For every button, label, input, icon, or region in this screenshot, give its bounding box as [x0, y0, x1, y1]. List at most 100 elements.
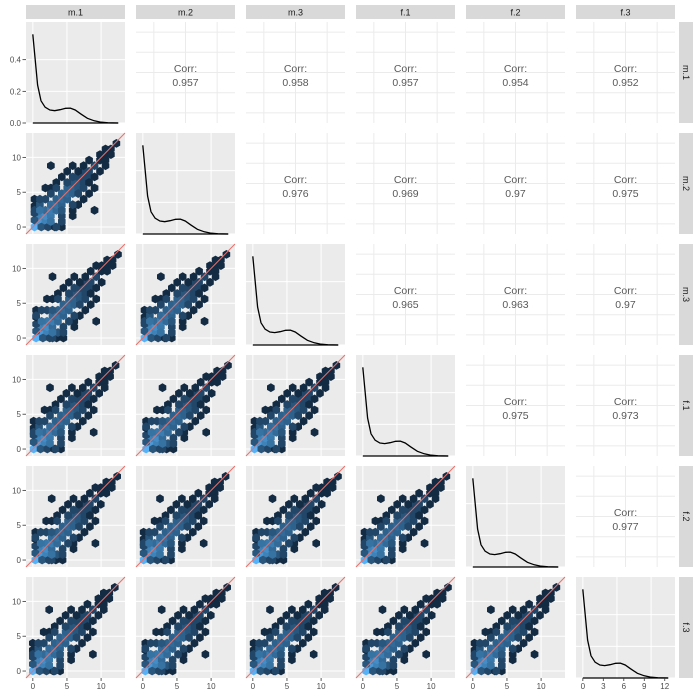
hex-bin: [416, 622, 425, 631]
hex-bin: [250, 437, 259, 447]
hex-bin: [189, 305, 198, 315]
hex-bin: [173, 289, 181, 298]
hex-bin: [420, 516, 429, 526]
hex-bin: [362, 666, 370, 676]
hex-bin: [422, 605, 430, 615]
hex-bin: [304, 622, 313, 631]
hex-bin: [530, 616, 539, 626]
hex-bin: [145, 538, 153, 548]
hex-bin: [259, 555, 267, 565]
hex-bin: [179, 616, 188, 626]
density-panel-background: [466, 466, 565, 567]
hex-bin: [47, 527, 56, 537]
corr-value: 0.952: [612, 77, 638, 89]
hex-bin: [42, 516, 50, 526]
y-tick-label: 0.4: [10, 56, 22, 65]
hex-bin: [163, 627, 171, 637]
hex-bin: [519, 627, 528, 637]
y-tick-label: 5: [17, 521, 22, 530]
hex-bin: [200, 272, 209, 282]
hex-bin: [541, 605, 550, 615]
hex-bin: [288, 644, 296, 654]
corr-value: 0.957: [172, 77, 198, 89]
hex-bin: [217, 594, 226, 603]
hex-bin: [52, 183, 61, 193]
hex-bin: [547, 594, 555, 603]
x-tick-label: 0: [471, 682, 476, 691]
hex-bin: [393, 511, 401, 520]
hex-bin: [205, 499, 213, 509]
hex-bin: [86, 300, 95, 309]
hex-bin: [299, 405, 308, 415]
hex-bin: [76, 300, 84, 309]
hex-bin: [206, 277, 214, 287]
hex-bin: [310, 394, 319, 404]
x-tick-label: 0: [361, 682, 366, 691]
hex-bin: [218, 372, 227, 381]
hex-bin: [162, 333, 171, 343]
hex-bin: [146, 555, 155, 565]
hex-bin: [83, 599, 92, 609]
hex-bin: [398, 544, 407, 554]
hex-bin: [70, 283, 79, 293]
hex-bin: [61, 610, 70, 620]
hex-bin: [309, 627, 318, 637]
hex-bin: [103, 255, 111, 265]
hex-bin: [190, 627, 199, 637]
hex-bin: [67, 649, 75, 659]
hex-bin: [58, 544, 67, 554]
hex-bin: [290, 494, 299, 504]
hex-bin: [536, 610, 544, 620]
x-tick-label: 0: [31, 682, 36, 691]
x-tick-label: 6: [622, 682, 627, 691]
hex-bin: [184, 277, 192, 287]
density-curve: [32, 34, 119, 124]
hex-bin: [56, 661, 64, 670]
x-tick-label: 0: [251, 682, 256, 691]
hex-bin: [420, 538, 429, 548]
hex-bin: [64, 511, 72, 520]
hex-bin: [74, 166, 82, 176]
hex-bin: [85, 189, 93, 198]
hex-bin: [409, 516, 418, 526]
column-strip-label: m.1: [68, 8, 83, 18]
hex-bin: [508, 649, 517, 659]
hex-bin: [255, 638, 263, 648]
corr-label: Corr:: [614, 174, 637, 186]
hex-bin: [62, 400, 71, 409]
reference-line: [245, 354, 346, 457]
panel-m.2-f.2: Corr: 0.97: [466, 133, 565, 234]
hex-bin: [158, 383, 167, 393]
hex-bin: [161, 555, 170, 565]
x-tick-label: 12: [660, 682, 669, 691]
y-tick-label: 0: [17, 334, 22, 343]
corr-value: 0.958: [282, 77, 308, 89]
hex-bin: [266, 633, 274, 642]
hex-bin: [442, 472, 451, 481]
hex-bin: [158, 433, 167, 443]
hex-bin: [519, 605, 528, 615]
hex-bin: [68, 433, 76, 443]
hex-bin: [503, 610, 511, 620]
hex-bin: [168, 311, 176, 321]
hex-bin: [45, 605, 53, 615]
hex-bin: [316, 388, 324, 398]
hex-bin: [199, 538, 208, 548]
hex-bin: [45, 661, 53, 670]
hex-bin: [80, 516, 89, 526]
hex-bin: [91, 516, 100, 526]
hex-bin: [332, 361, 341, 370]
hex-bin: [398, 494, 407, 504]
panel-f.3-m.1: [25, 576, 126, 679]
hex-bin: [278, 439, 286, 448]
corr-label: Corr:: [504, 285, 527, 297]
hex-bin: [86, 522, 94, 531]
hex-bin: [68, 211, 77, 221]
hex-bin: [378, 655, 387, 665]
hex-bin: [201, 649, 210, 659]
hex-bin: [107, 483, 116, 492]
hex-bin: [57, 439, 65, 448]
density-panel-background: [356, 355, 455, 456]
hex-bin: [158, 439, 167, 448]
